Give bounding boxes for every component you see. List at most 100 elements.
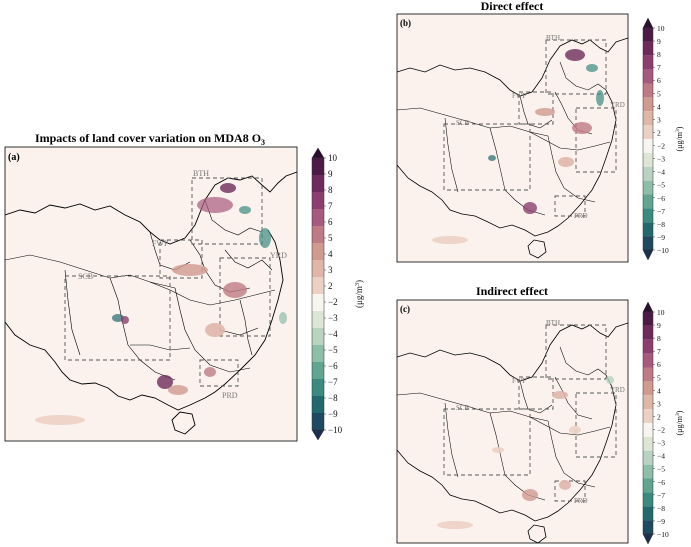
colorbar-extend-top	[642, 301, 654, 313]
panel-b-country-border	[397, 37, 628, 259]
colorbar-tick-label: −9	[328, 409, 338, 419]
colorbar-segment	[643, 236, 653, 250]
colorbar-tick-label: 8	[657, 334, 661, 343]
panel-b-regions	[443, 39, 617, 217]
panel-b-title: Direct effect	[481, 0, 544, 13]
region-prd-b: PRD	[574, 212, 588, 220]
colorbar-tick-label: −6	[328, 361, 338, 371]
region-yrd-b: YRD	[610, 101, 625, 109]
region-yrd-a: YRD	[270, 251, 287, 260]
colorbar-segment	[312, 260, 324, 277]
colorbar-tick-label: −6	[657, 194, 665, 203]
colorbar-segment	[312, 294, 324, 311]
region-fwp-a: FWP	[152, 239, 169, 248]
colorbar-tick-label: −8	[328, 393, 338, 403]
colorbar-segment	[643, 139, 653, 153]
region-bth-c: BTH	[546, 319, 560, 327]
region-scb-c: SCB	[456, 404, 470, 412]
panel-b-map-background	[397, 14, 628, 262]
colorbar-tick-label: −9	[657, 517, 665, 526]
panel-c-country-border	[397, 322, 628, 543]
colorbar-tick-label: 6	[657, 76, 661, 85]
colorbar-tick-label: −8	[657, 220, 665, 229]
panel-c-anomalies	[437, 376, 614, 529]
colorbar-extend-bottom	[311, 429, 325, 441]
region-fwp-c: FWP	[512, 377, 527, 385]
colorbar-tick-label: −4	[328, 329, 338, 339]
colorbar-tick-label: 4	[657, 386, 661, 395]
colorbar-tick-label: −2	[328, 297, 338, 307]
colorbar-tick-label: −5	[657, 465, 665, 474]
panel-c-regions	[443, 324, 617, 502]
region-fwp-b: FWP	[512, 92, 527, 100]
colorbar-segment	[312, 413, 324, 430]
region-yrd-c: YRD	[610, 386, 625, 394]
colorbar-segment	[643, 83, 653, 98]
colorbar-tick-label: 8	[328, 185, 333, 195]
region-scb-a: SCB	[78, 272, 93, 281]
colorbar-segment	[643, 166, 653, 181]
colorbar-segment	[643, 492, 653, 507]
colorbar-tick-label: −10	[328, 425, 343, 435]
colorbar-segment	[312, 192, 324, 209]
colorbar-tick-label: −3	[657, 155, 665, 164]
colorbar-tick-label: 4	[657, 102, 661, 111]
colorbar-tick-label: 2	[328, 281, 333, 291]
panel-a-map	[5, 171, 297, 435]
panel-a-frame	[4, 146, 298, 442]
colorbar-segment	[312, 277, 324, 294]
colorbar-tick-label: −2	[657, 426, 665, 435]
colorbar-tick-label: −7	[657, 491, 665, 500]
colorbar-extend-top	[311, 147, 325, 159]
colorbar-segment	[312, 226, 324, 243]
colorbar-tick-label: −7	[328, 377, 338, 387]
colorbar-tick-label: 3	[657, 115, 661, 124]
colorbar-segment	[643, 41, 653, 56]
region-prd-c: PRD	[574, 497, 588, 505]
colorbar-tick-label: −5	[657, 181, 665, 190]
colorbar-tick-label: 10	[657, 24, 665, 33]
colorbar-segment	[312, 379, 324, 396]
colorbar-segment	[312, 396, 324, 413]
colorbar-segment	[312, 243, 324, 260]
colorbar-tick-label: 5	[328, 233, 333, 243]
colorbar-tick-label: −3	[657, 439, 665, 448]
colorbar-unit-label: (μg/m3)	[675, 410, 684, 435]
colorbar-segment	[643, 367, 653, 382]
colorbar-tick-label: 10	[657, 308, 665, 317]
colorbar-tick-label: 9	[657, 321, 661, 330]
colorbar-tick-label: −6	[657, 478, 665, 487]
colorbar-tick-label: 2	[657, 128, 661, 137]
colorbar-segment	[643, 353, 653, 368]
panel-a: Impacts of land cover variation on MDA8 …	[4, 131, 298, 442]
colorbar-extend-bottom	[642, 533, 654, 545]
colorbar-tick-label: 8	[657, 50, 661, 59]
colorbar-tick-label: 9	[657, 37, 661, 46]
panel-b-label: (b)	[400, 18, 411, 28]
colorbar-segment	[312, 175, 324, 192]
colorbar-tick-label: 7	[328, 201, 333, 211]
colorbar-tick-label: −10	[657, 530, 669, 539]
region-bth-b: BTH	[546, 34, 560, 42]
colorbar-segment	[643, 339, 653, 354]
panel-b-map	[397, 37, 628, 259]
colorbar-unit-label: (μg/m3)	[675, 126, 684, 151]
panel-c: Indirect effect	[396, 284, 629, 544]
colorbar-frame	[311, 157, 325, 431]
colorbar-segment	[643, 208, 653, 223]
colorbar-segment	[643, 125, 653, 139]
colorbar-a: 10 9 8 7 6 5 4 3 2 −2 −3 −4 −5 −6 −7 −8 −9 −10 (μg/m3)	[311, 147, 364, 441]
colorbar-tick-label: 7	[657, 63, 661, 72]
colorbar-tick-label: −7	[657, 207, 665, 216]
panel-a-regions	[64, 177, 271, 387]
colorbar-unit-label: (μg/m3)	[354, 280, 364, 308]
colorbar-tick-label: 6	[657, 360, 661, 369]
colorbar-segment	[643, 464, 653, 479]
colorbar-segment	[643, 409, 653, 423]
colorbar-tick-label: 5	[657, 373, 661, 382]
colorbar-segment	[643, 436, 653, 451]
colorbar-tick-label: −4	[657, 168, 665, 177]
colorbar-segment	[643, 423, 653, 437]
colorbar-c: 10 9 8 7 6 5 4 3 2 −2 −3 −4 −5 −6 −7 −8 −9 −10 (μg/m3)	[642, 301, 684, 545]
panel-a-title: Impacts of land cover variation on MDA8 …	[35, 131, 265, 147]
